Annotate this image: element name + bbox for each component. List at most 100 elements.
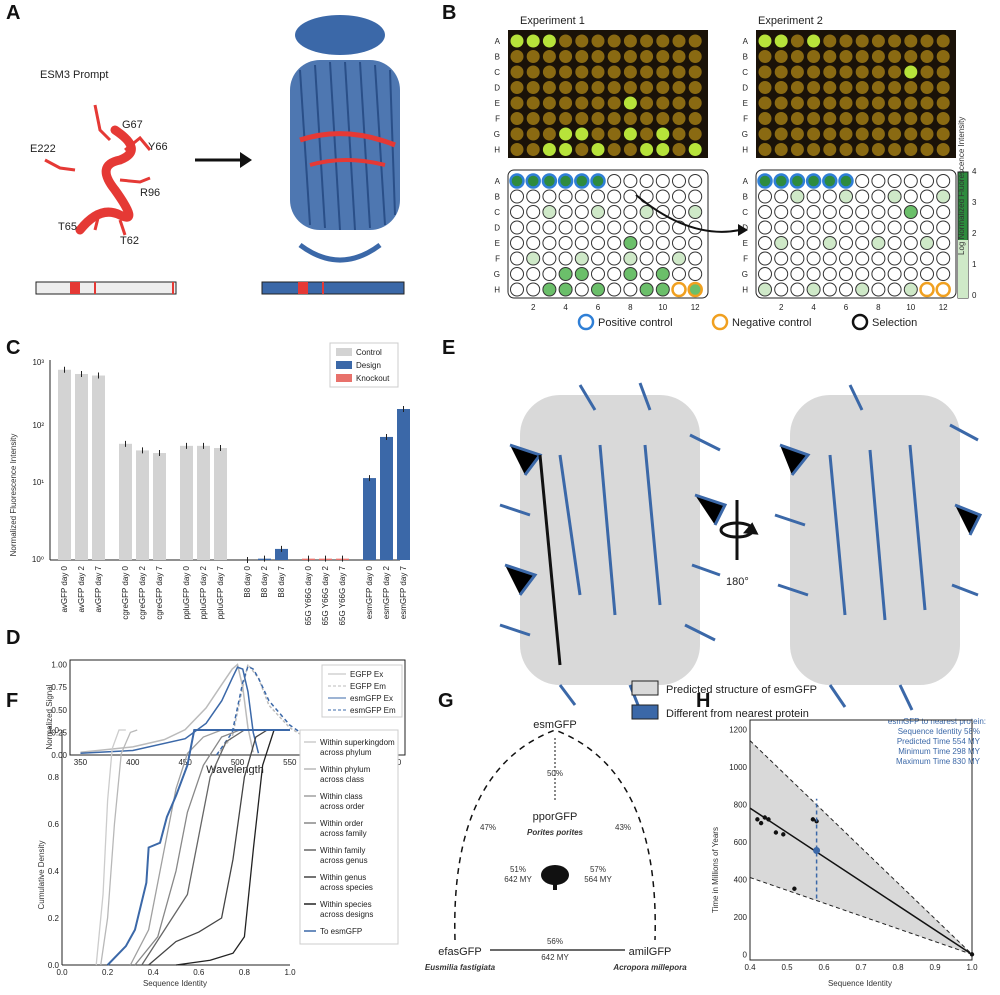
plate-well xyxy=(888,127,902,141)
heatmap-well xyxy=(607,189,622,204)
cdf-line xyxy=(95,729,126,966)
legend-text: across designs xyxy=(320,910,373,919)
plate-well xyxy=(623,34,637,48)
plate-well xyxy=(542,143,556,156)
plate-well xyxy=(623,143,637,156)
heatmap-well xyxy=(591,282,605,297)
legend-text: across class xyxy=(320,775,364,784)
col-tick: 6 xyxy=(596,303,601,312)
f-xlabel: Sequence Identity xyxy=(143,979,207,988)
col-tick: 2 xyxy=(531,303,536,312)
plate-well xyxy=(839,127,853,141)
plate-well xyxy=(607,143,621,156)
legend-text: across family xyxy=(320,829,367,838)
data-point xyxy=(969,952,975,957)
heatmap-well xyxy=(542,236,557,250)
plate-well xyxy=(672,112,686,125)
heatmap-well xyxy=(839,189,853,204)
residue-label: T65 xyxy=(58,221,77,233)
plate-well xyxy=(607,96,621,110)
heatmap-well xyxy=(672,205,686,219)
heatmap-well xyxy=(510,236,524,250)
legend-control: Control xyxy=(356,348,382,357)
heatmap-well xyxy=(639,236,654,250)
plate-well xyxy=(774,81,788,94)
plate-well xyxy=(774,143,788,156)
f-xtick: 0.8 xyxy=(239,968,251,977)
plate-well xyxy=(526,34,540,48)
structure-front xyxy=(499,382,728,711)
legend-text: Within family xyxy=(320,846,365,855)
heatmap-well xyxy=(936,220,951,235)
plate-well xyxy=(807,50,821,63)
plate-well xyxy=(823,81,837,94)
structure-figure: 180° Predicted structure of esmGFP Diffe… xyxy=(499,382,983,720)
plate-well xyxy=(575,143,589,156)
plate-well xyxy=(758,127,772,141)
row-label: E xyxy=(495,239,500,248)
colorbar-tick: 3 xyxy=(972,198,977,207)
category-label: ppluGFP day 7 xyxy=(216,565,225,619)
heatmap-well xyxy=(822,251,837,266)
plate-well xyxy=(904,81,918,94)
d-ylabel: Normalized Signal xyxy=(45,684,54,749)
h-annot-line: esmGFP to nearest protein: xyxy=(888,717,986,726)
heatmap-well xyxy=(623,189,638,204)
heatmap-well xyxy=(672,236,686,250)
plate-well xyxy=(888,143,902,156)
plate-well xyxy=(591,96,605,110)
bar xyxy=(92,375,105,560)
heatmap-well xyxy=(639,282,654,297)
heatmap-well xyxy=(623,205,638,219)
heatmap-well xyxy=(806,220,821,235)
h-xtick: 0.6 xyxy=(818,963,830,972)
heatmap-well xyxy=(574,220,589,235)
heatmap-well xyxy=(920,267,934,281)
heatmap-well xyxy=(542,251,557,266)
heatmap-well xyxy=(639,205,654,219)
heatmap-well xyxy=(526,267,541,281)
plate-well xyxy=(920,65,934,79)
heatmap-well xyxy=(774,205,789,219)
legend-text: Within phylum xyxy=(320,765,371,774)
series-line xyxy=(80,663,254,754)
plate-heatmap xyxy=(755,169,957,299)
row-label: C xyxy=(494,68,500,77)
plate-well xyxy=(936,65,950,79)
plate-well xyxy=(774,112,788,125)
category-label: B8 day 0 xyxy=(243,565,252,597)
plate-well xyxy=(936,81,950,94)
colorbar-light xyxy=(958,240,968,298)
plate-well xyxy=(839,112,853,125)
panel-b-label: B xyxy=(442,2,457,24)
plate-well xyxy=(920,96,934,110)
plate-well xyxy=(591,143,605,156)
heatmap-well xyxy=(526,220,541,235)
heatmap-well xyxy=(542,205,557,219)
plate-well xyxy=(790,65,804,79)
plate-well xyxy=(904,34,918,48)
plate-well xyxy=(526,50,540,63)
data-point xyxy=(762,815,767,820)
heatmap-well xyxy=(655,236,670,250)
panel-f: F Cumulative Density Sequence Identity W… xyxy=(0,690,400,990)
cdf-line xyxy=(129,729,222,966)
heatmap-well xyxy=(855,236,870,250)
heatmap-well xyxy=(871,282,886,297)
plate-well xyxy=(526,143,540,156)
heatmap-well xyxy=(757,173,773,189)
heatmap-well xyxy=(526,251,541,266)
heatmap-well xyxy=(920,236,934,250)
plate-well xyxy=(559,50,573,63)
legend-knockout: Knockout xyxy=(356,374,390,383)
f-xtick: 0.6 xyxy=(193,968,205,977)
heatmap-well xyxy=(822,205,837,219)
heatmap-well xyxy=(887,205,902,219)
heatmap-well xyxy=(655,189,670,204)
f-ytick: 0.0 xyxy=(48,961,60,970)
heatmap-well xyxy=(822,220,837,235)
plate-well xyxy=(823,127,837,141)
heatmap-well xyxy=(790,220,805,235)
heatmap-well xyxy=(526,236,541,250)
row-label: B xyxy=(743,193,748,202)
